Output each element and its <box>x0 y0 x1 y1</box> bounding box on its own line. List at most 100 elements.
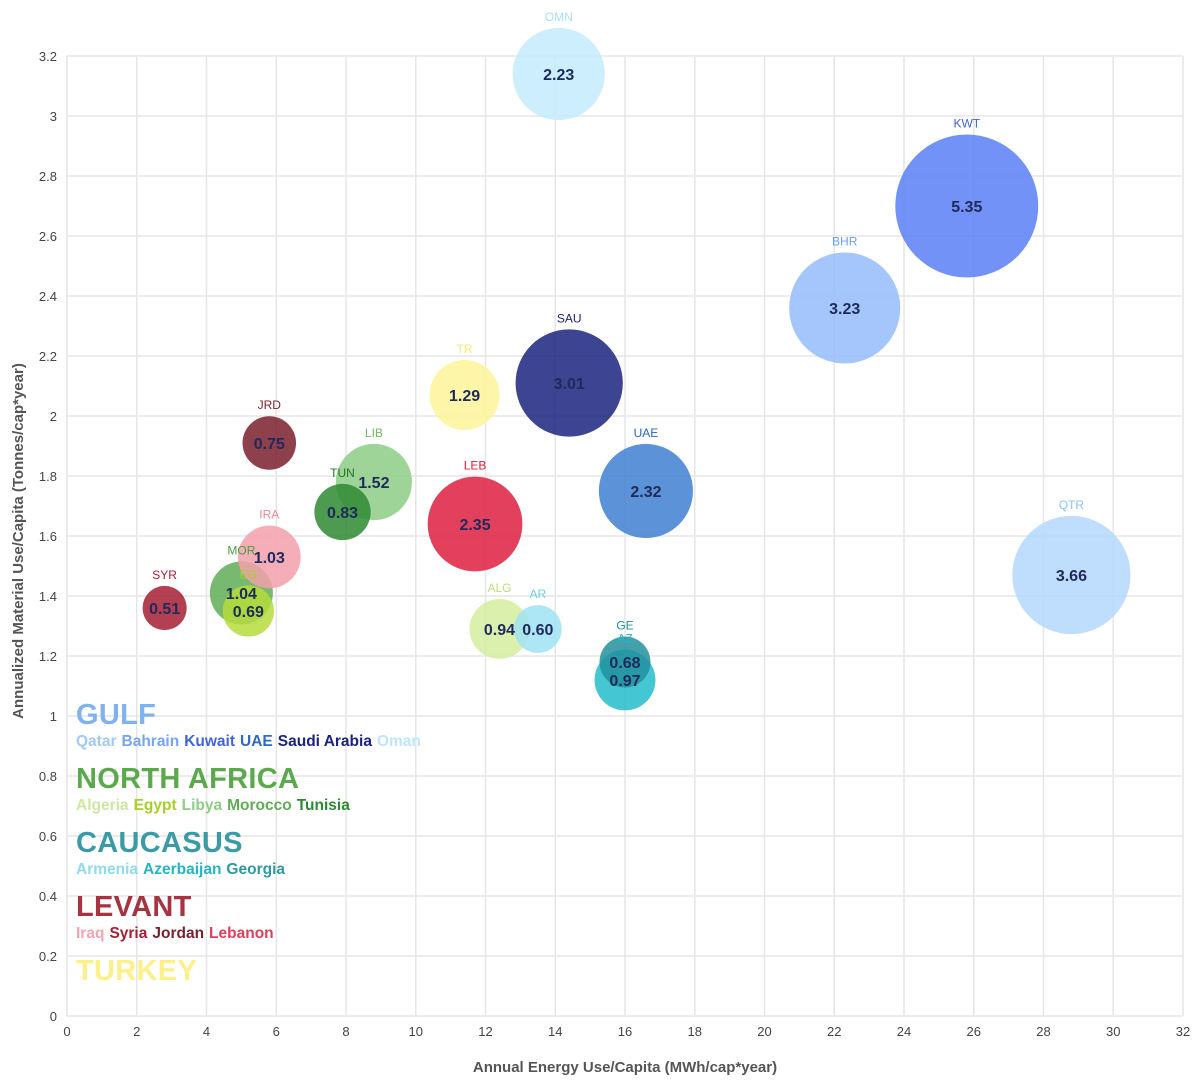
y-tick-label: 2.4 <box>39 289 57 304</box>
bubble-ira[interactable] <box>237 525 301 589</box>
legend-region-title: LEVANT <box>76 891 192 923</box>
legend-group-gulf: GULF Qatar Bahrain Kuwait UAE Saudi Arabia Oma… <box>76 698 496 752</box>
legend-country: Azerbaijan <box>143 861 222 878</box>
x-tick-label: 30 <box>1106 1024 1120 1039</box>
x-tick-label: 26 <box>967 1024 981 1039</box>
bubble-code-label: BHR <box>832 234 858 248</box>
y-tick-label: 3.2 <box>39 49 57 64</box>
x-tick-label: 2 <box>133 1024 140 1039</box>
x-tick-label: 10 <box>409 1024 423 1039</box>
y-tick-label: 2.8 <box>39 169 57 184</box>
legend-country: Libya <box>181 797 223 814</box>
bubble-code-label: TR <box>457 342 473 356</box>
x-tick-label: 24 <box>897 1024 911 1039</box>
bubble-sau[interactable] <box>515 329 623 437</box>
y-tick-label: 1.4 <box>39 589 57 604</box>
bubble-value-label: 2.35 <box>459 517 490 534</box>
x-tick-label: 16 <box>618 1024 632 1039</box>
legend-country: Kuwait <box>184 733 236 750</box>
bubble-value-label: 3.23 <box>829 301 860 318</box>
bubble-code-label: TUN <box>330 466 355 480</box>
bubble-jrd[interactable] <box>242 416 297 470</box>
bubble-code-label: QTR <box>1059 498 1085 512</box>
legend-country: Lebanon <box>209 925 274 942</box>
bubble-value-label: 1.29 <box>449 388 480 405</box>
region-legend: GULF Qatar Bahrain Kuwait UAE Saudi Arabia Oma… <box>76 698 496 998</box>
x-tick-label: 0 <box>63 1024 70 1039</box>
bubble-ar[interactable] <box>513 605 562 653</box>
bubble-tun[interactable] <box>314 483 371 541</box>
y-tick-label: 2 <box>50 409 57 424</box>
bubble-code-label: JRD <box>258 398 282 412</box>
y-tick-label: 2.6 <box>39 229 57 244</box>
x-tick-label: 20 <box>757 1024 771 1039</box>
bubble-value-label: 3.66 <box>1056 568 1087 585</box>
bubble-value-label: 2.23 <box>543 67 574 84</box>
bubble-value-label: 1.04 <box>226 586 257 603</box>
bubble-value-label: 0.75 <box>254 436 285 453</box>
y-tick-label: 1.2 <box>39 649 57 664</box>
legend-country-list: Iraq Syria Jordan Lebanon <box>76 924 496 944</box>
bubbles: KWT 5.35 QTR 3.66 BHR 3.23 SAU 3.01 LEB 2.35 UAE 2.… <box>142 10 1131 711</box>
legend-country: UAE <box>240 733 273 750</box>
y-tick-label: 0.4 <box>39 889 57 904</box>
y-tick-label: 0.8 <box>39 769 57 784</box>
legend-country: Oman <box>376 733 421 750</box>
bubble-value-label: 0.97 <box>609 673 640 690</box>
legend-country-list: Armenia Azerbaijan Georgia <box>76 860 496 880</box>
x-tick-label: 32 <box>1176 1024 1190 1039</box>
x-tick-label: 4 <box>203 1024 210 1039</box>
x-tick-label: 18 <box>688 1024 702 1039</box>
legend-region-title: GULF <box>76 699 157 731</box>
bubble-value-label: 3.01 <box>554 376 585 393</box>
bubble-ge[interactable] <box>599 636 651 688</box>
x-tick-label: 28 <box>1036 1024 1050 1039</box>
bubble-code-label: OMN <box>545 10 573 24</box>
y-axis-title: Annualized Material Use/Capita (Tonnes/c… <box>10 363 27 719</box>
bubble-value-label: 0.60 <box>522 622 553 639</box>
legend-country: Jordan <box>152 925 205 942</box>
y-tick-label: 0 <box>50 1009 57 1024</box>
bubble-code-label: SAU <box>557 311 582 325</box>
bubble-eg[interactable] <box>222 585 275 637</box>
legend-country: Iraq <box>76 925 105 942</box>
bubble-code-label: EG <box>240 567 257 581</box>
y-tick-label: 0.6 <box>39 829 57 844</box>
y-axis-ticks: 0 0.2 0.4 0.6 0.8 1 1.2 1.4 1.6 1.8 2 2.2 2.4 2.6 2.8 3… <box>39 49 57 1024</box>
bubble-value-label: 0.94 <box>484 622 515 639</box>
x-axis-ticks: 0 2 4 6 8 10 12 14 16 18 20 22 24 26 28 30 32 <box>63 1024 1190 1039</box>
bubble-bhr[interactable] <box>789 252 901 364</box>
bubble-alg[interactable] <box>469 599 530 659</box>
bubble-omn[interactable] <box>512 27 605 121</box>
legend-country-list: Qatar Bahrain Kuwait UAE Saudi Arabia Oman <box>76 732 496 752</box>
legend-country: Egypt <box>133 797 177 814</box>
bubble-code-label: LIB <box>365 426 383 440</box>
bubble-code-label: ALG <box>487 581 511 595</box>
bubble-qtr[interactable] <box>1012 515 1131 635</box>
x-tick-label: 22 <box>827 1024 841 1039</box>
bubble-tr[interactable] <box>429 359 500 431</box>
bubble-code-label: AZ <box>617 632 632 646</box>
bubble-code-label: AR <box>529 587 546 601</box>
bubble-value-label: 1.03 <box>254 550 285 567</box>
x-tick-label: 12 <box>478 1024 492 1039</box>
legend-group-caucasus: CAUCASUS Armenia Azerbaijan Georgia <box>76 826 496 880</box>
bubble-code-label: MOR <box>227 543 255 557</box>
y-tick-label: 3 <box>50 109 57 124</box>
legend-group-levant: LEVANT Iraq Syria Jordan Lebanon <box>76 890 496 944</box>
legend-country: Bahrain <box>121 733 180 750</box>
bubble-syr[interactable] <box>142 585 187 631</box>
bubble-code-label: IRA <box>259 508 279 522</box>
legend-region-title: NORTH AFRICA <box>76 763 300 795</box>
legend-country: Georgia <box>226 861 285 878</box>
gridlines <box>66 55 1184 1017</box>
bubble-uae[interactable] <box>598 443 693 539</box>
x-tick-label: 8 <box>342 1024 349 1039</box>
bubble-leb[interactable] <box>427 476 523 572</box>
bubble-code-label: LEB <box>464 459 487 473</box>
legend-group-turkey: TURKEY <box>76 954 496 988</box>
y-tick-label: 2.2 <box>39 349 57 364</box>
legend-country: Tunisia <box>296 797 350 814</box>
bubble-kwt[interactable] <box>895 134 1039 278</box>
